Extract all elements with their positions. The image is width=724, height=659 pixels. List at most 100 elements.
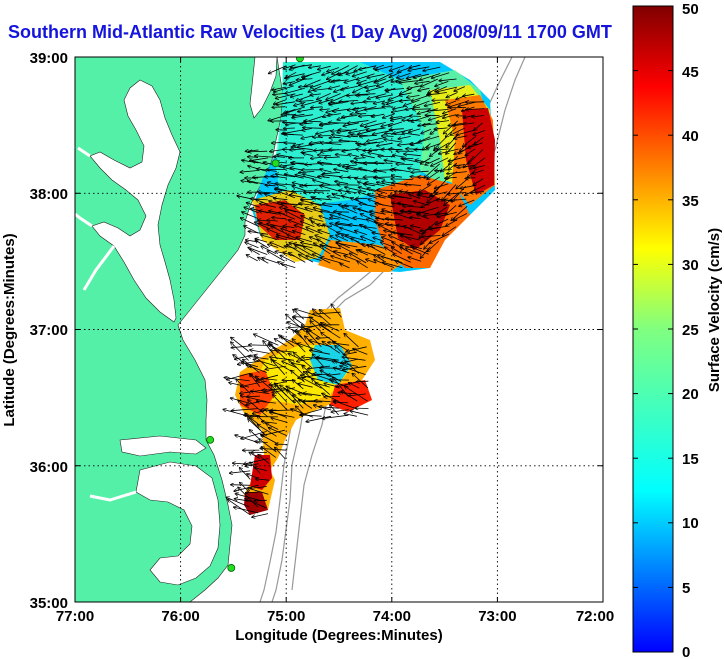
velocity-arrow bbox=[395, 261, 413, 269]
velocity-arrow bbox=[284, 208, 305, 214]
velocity-arrow bbox=[413, 73, 429, 78]
velocity-arrow bbox=[374, 78, 387, 83]
velocity-arrow bbox=[322, 246, 342, 257]
velocity-arrow bbox=[441, 164, 450, 172]
velocity-arrow bbox=[287, 244, 306, 256]
velocity-arrow bbox=[293, 231, 306, 235]
velocity-arrow bbox=[346, 71, 358, 75]
velocity-arrow bbox=[298, 384, 313, 388]
velocity-arrow bbox=[342, 357, 366, 361]
velocity-arrow bbox=[411, 246, 423, 250]
velocity-arrow bbox=[468, 149, 484, 165]
velocity-arrow bbox=[341, 358, 358, 363]
velocity-arrow bbox=[460, 143, 468, 151]
colorbar-tick-label: 30 bbox=[682, 257, 699, 274]
velocity-arrow bbox=[323, 172, 340, 174]
velocity-arrow bbox=[329, 150, 349, 151]
velocity-arrow bbox=[254, 500, 267, 501]
velocity-arrow bbox=[352, 71, 367, 77]
velocity-arrow bbox=[349, 129, 368, 133]
velocity-arrow bbox=[242, 212, 259, 219]
velocity-arrow bbox=[339, 245, 358, 256]
velocity-arrow bbox=[473, 178, 484, 185]
velocity-arrow bbox=[427, 92, 447, 96]
velocity-arrow bbox=[454, 86, 465, 92]
velocity-arrow bbox=[320, 310, 331, 320]
velocity-arrow bbox=[320, 169, 332, 173]
velocity-arrow bbox=[357, 261, 368, 269]
velocity-arrow bbox=[292, 191, 313, 192]
velocity-arrow bbox=[447, 171, 468, 174]
velocity-arrow bbox=[334, 251, 349, 256]
velocity-arrow bbox=[238, 400, 250, 409]
velocity-arrow bbox=[423, 66, 441, 71]
velocity-arrow bbox=[272, 107, 286, 108]
velocity-arrow bbox=[344, 256, 359, 262]
velocity-arrow bbox=[346, 191, 358, 193]
velocity-arrow bbox=[388, 196, 405, 198]
velocity-arrow bbox=[367, 188, 386, 194]
velocity-arrow bbox=[427, 240, 440, 252]
velocity-arrow bbox=[260, 204, 276, 208]
velocity-arrow bbox=[290, 195, 306, 199]
velocity-arrow bbox=[246, 492, 259, 493]
velocity-arrow bbox=[321, 257, 342, 264]
velocity-arrow bbox=[306, 415, 332, 421]
velocity-arrow bbox=[250, 350, 270, 354]
velocity-arrow bbox=[251, 391, 270, 394]
velocity-arrow bbox=[350, 114, 367, 115]
velocity-arrow bbox=[311, 107, 323, 108]
velocity-arrow bbox=[427, 143, 441, 149]
velocity-arrow bbox=[279, 212, 296, 220]
velocity-arrow bbox=[284, 174, 304, 179]
velocity-arrow bbox=[384, 139, 403, 143]
velocity-arrow bbox=[295, 309, 322, 318]
velocity-arrow bbox=[385, 247, 396, 255]
velocity-arrow bbox=[302, 128, 313, 130]
velocity-arrow bbox=[284, 128, 295, 129]
velocity-arrow bbox=[386, 219, 403, 221]
velocity-arrow bbox=[365, 183, 385, 186]
velocity-arrow bbox=[300, 415, 322, 416]
velocity-arrow bbox=[329, 123, 350, 124]
velocity-arrow bbox=[412, 247, 429, 255]
velocity-arrow bbox=[255, 468, 268, 472]
velocity-arrow bbox=[454, 165, 466, 166]
velocity-arrow bbox=[247, 396, 261, 397]
x-tick-label: 76:00 bbox=[161, 608, 199, 625]
velocity-arrow bbox=[396, 164, 414, 165]
velocity-arrow bbox=[385, 89, 405, 91]
velocity-arrow bbox=[346, 235, 367, 242]
velocity-arrow bbox=[294, 244, 313, 249]
velocity-arrow bbox=[375, 65, 393, 71]
velocity-arrow bbox=[262, 422, 277, 424]
velocity-arrow bbox=[404, 99, 420, 106]
velocity-arrow bbox=[418, 87, 430, 90]
velocity-arrow bbox=[375, 72, 394, 82]
velocity-arrow bbox=[324, 157, 340, 158]
velocity-arrow bbox=[261, 447, 277, 458]
radar-stations bbox=[206, 57, 304, 572]
velocity-arrow bbox=[273, 395, 288, 411]
velocity-arrow bbox=[463, 94, 475, 96]
velocity-arrow bbox=[313, 354, 324, 367]
velocity-arrow bbox=[253, 359, 276, 367]
velocity-arrow bbox=[411, 226, 421, 228]
velocity-arrow bbox=[245, 150, 259, 151]
velocity-arrow bbox=[320, 368, 342, 369]
velocity-arrow bbox=[375, 204, 395, 208]
velocity-arrow bbox=[243, 359, 260, 373]
velocity-arrow bbox=[359, 168, 376, 173]
map-grid bbox=[75, 57, 603, 602]
velocity-arrow bbox=[470, 192, 485, 193]
velocity-arrow bbox=[424, 163, 440, 178]
velocity-arrow bbox=[335, 155, 349, 156]
velocity-arrow bbox=[399, 80, 421, 82]
velocity-arrow bbox=[267, 251, 285, 262]
velocity-arrow bbox=[363, 141, 384, 145]
velocity-arrow bbox=[302, 378, 322, 389]
velocity-arrow bbox=[407, 95, 420, 97]
velocity-arrow bbox=[391, 248, 402, 254]
velocity-arrow bbox=[320, 186, 341, 192]
velocity-arrow bbox=[445, 177, 457, 178]
